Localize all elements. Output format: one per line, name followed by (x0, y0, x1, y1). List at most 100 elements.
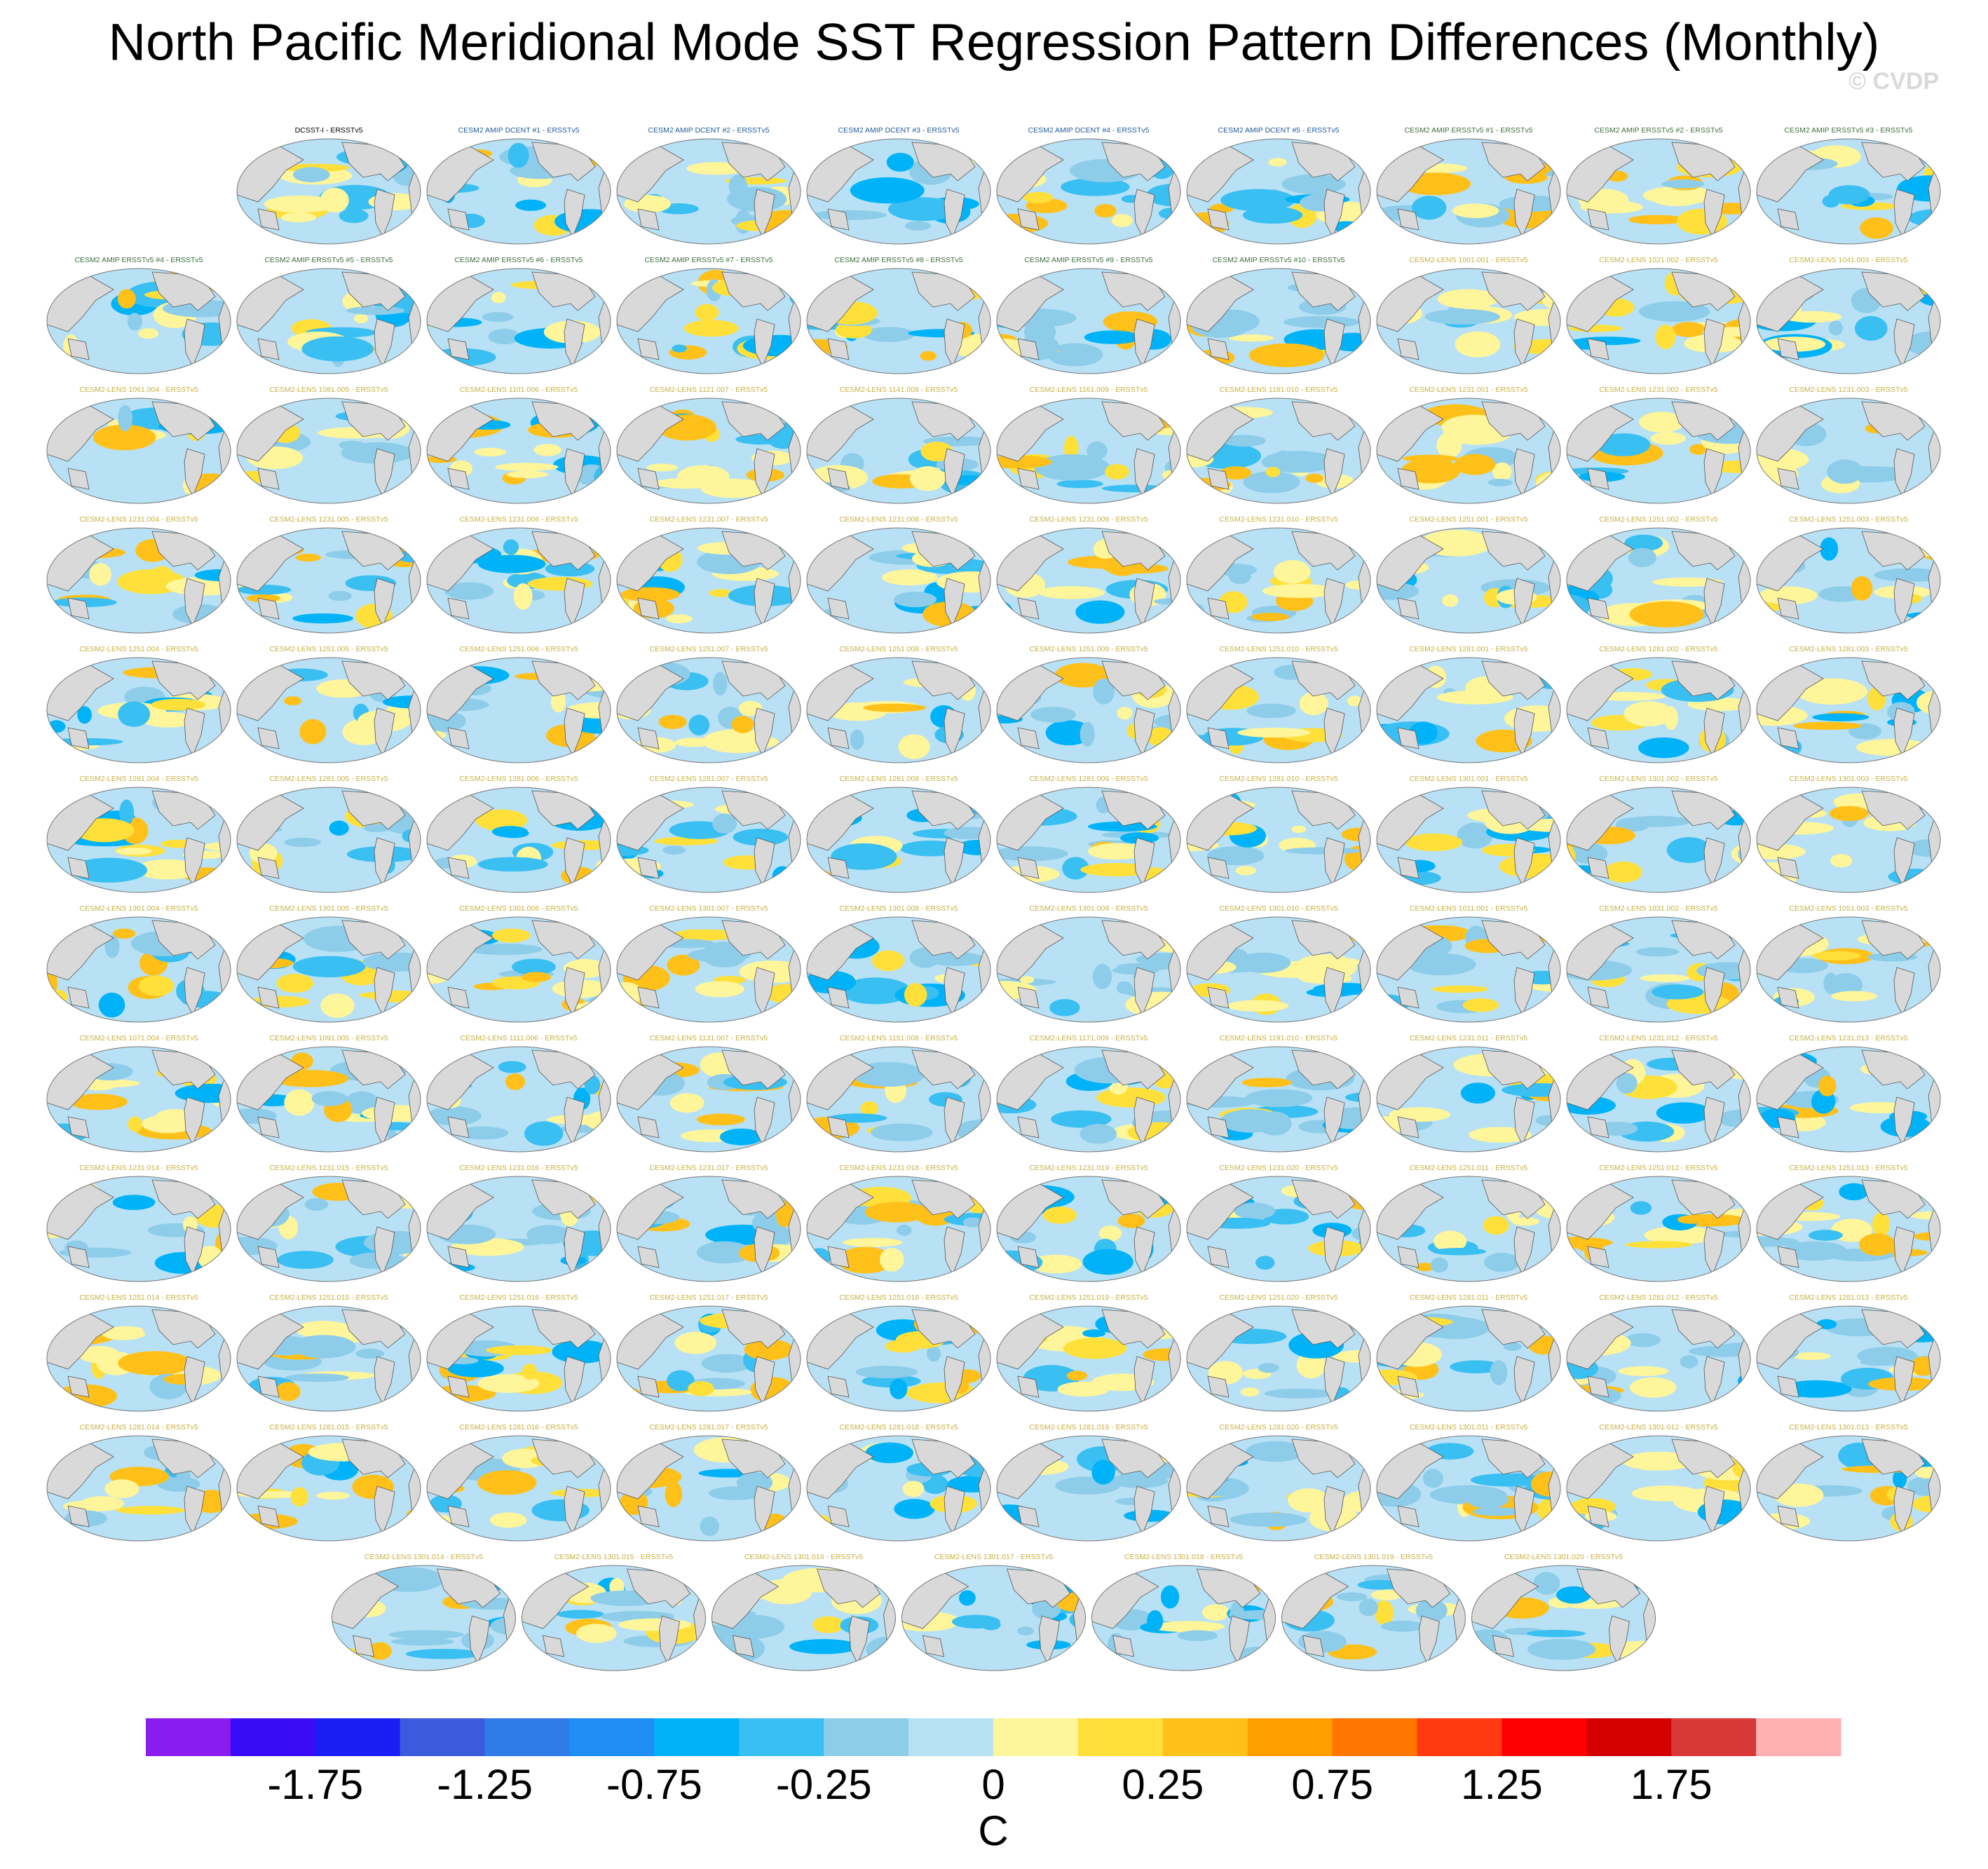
map-panel (616, 268, 801, 374)
map-anomaly (427, 1106, 482, 1126)
panel-title: CESM2-LENS 1281.010 - ERSSTv5 (1219, 775, 1337, 783)
map-border (426, 1046, 611, 1153)
map-anomaly (1082, 1329, 1106, 1338)
map-anomaly (513, 583, 533, 610)
map-panel (1566, 916, 1751, 1023)
map-anomaly (925, 951, 985, 967)
panel-title: CESM2-LENS 1251.004 - ERSSTv5 (79, 645, 198, 653)
map-panel (1186, 916, 1371, 1023)
map-anomaly (1243, 471, 1300, 494)
map-border (806, 1176, 991, 1282)
map-field (427, 1439, 611, 1535)
map-anomaly (855, 1366, 918, 1379)
map-panel (46, 787, 231, 893)
map-anomaly (1623, 701, 1674, 727)
map-anomaly (887, 197, 958, 222)
map-anomaly (1490, 1360, 1508, 1385)
colorbar-box (654, 1718, 740, 1756)
map-field (1757, 660, 1940, 756)
map-border (236, 397, 421, 504)
map-land (1017, 1116, 1040, 1139)
map-land (1397, 857, 1419, 879)
map-panel (1281, 1565, 1466, 1671)
map-anomaly (512, 958, 556, 975)
panel-title: CESM2-LENS 1251.007 - ERSSTv5 (649, 645, 768, 653)
map-anomaly (292, 613, 353, 624)
map-anomaly (1160, 1585, 1180, 1609)
map-land (1587, 338, 1609, 360)
map-panel (1376, 1305, 1561, 1412)
map-land (1587, 1116, 1609, 1139)
map-anomaly (50, 989, 68, 1005)
map-land (67, 727, 90, 749)
map-field (1377, 920, 1560, 1016)
panel-title: CESM2-LENS 1081.005 - ERSSTv5 (269, 386, 388, 394)
map-anomaly (301, 336, 374, 362)
map-anomaly (1030, 1254, 1082, 1274)
map-border (996, 916, 1181, 1023)
map-anomaly (695, 981, 744, 998)
map-anomaly (1336, 1592, 1368, 1602)
map-field (237, 920, 421, 1018)
map-panel (46, 657, 231, 763)
panel-title: CESM2 AMIP ERSSTv5 #9 - ERSSTv5 (1024, 256, 1152, 264)
map-anomaly (920, 441, 953, 462)
panel-title: CESM2-LENS 1111.006 - ERSSTv5 (461, 1034, 578, 1042)
map-anomaly (1034, 454, 1110, 481)
panel-title: CESM2-LENS 1231.005 - ERSSTv5 (269, 515, 388, 524)
map-anomaly (283, 696, 302, 706)
map-anomaly (733, 829, 789, 846)
map-anomaly (997, 846, 1068, 862)
map-anomaly (320, 993, 355, 1018)
map-field (522, 1568, 706, 1664)
map-anomaly (1147, 1610, 1164, 1632)
panel-title: CESM2-LENS 1231.016 - ERSSTv5 (459, 1164, 578, 1172)
map-panel (236, 1305, 421, 1412)
map-land (1397, 338, 1419, 360)
map-anomaly (1484, 1253, 1520, 1272)
map-panel (426, 1435, 611, 1542)
map-panel (46, 1176, 231, 1282)
map-panel (1756, 1046, 1941, 1153)
panel-title: CESM2-LENS 1301.014 - ERSSTv5 (365, 1553, 483, 1561)
map-anomaly (524, 1121, 564, 1146)
map-anomaly (674, 738, 712, 747)
map-anomaly (1084, 330, 1141, 344)
map-land (1777, 857, 1799, 879)
map-anomaly (1047, 343, 1103, 367)
panel-title: CESM2-LENS 1141.008 - ERSSTv5 (840, 386, 958, 394)
map-border (236, 268, 421, 374)
map-land (1017, 857, 1040, 879)
map-border (996, 657, 1181, 763)
map-anomaly (315, 1491, 350, 1500)
map-panel (806, 916, 991, 1023)
map-border (616, 527, 801, 634)
map-anomaly (388, 1630, 464, 1640)
panel-title: CESM2-LENS 1281.011 - ERSSTv5 (1410, 1293, 1528, 1302)
map-land (1397, 1375, 1419, 1398)
map-anomaly (700, 1516, 719, 1537)
map-anomaly (508, 142, 529, 168)
map-anomaly (1116, 963, 1175, 971)
map-anomaly (1245, 1089, 1313, 1108)
map-anomaly (1650, 432, 1686, 445)
map-anomaly (951, 1615, 1000, 1629)
map-anomaly (427, 1514, 453, 1533)
map-anomaly (1258, 1363, 1279, 1373)
map-border (616, 397, 801, 504)
panel-title: CESM2-LENS 1281.018 - ERSSTv5 (839, 1423, 958, 1432)
map-panel (806, 1435, 991, 1542)
colorbar-tick-label: 0 (981, 1761, 1005, 1808)
map-anomaly (886, 153, 914, 172)
map-anomaly (491, 928, 531, 943)
map-border (1091, 1565, 1276, 1671)
map-border (1376, 138, 1561, 245)
map-border (712, 1565, 896, 1671)
map-anomaly (328, 590, 352, 602)
map-border (806, 916, 991, 1023)
map-panel (1756, 657, 1941, 763)
map-border (1471, 1565, 1656, 1671)
map-land (67, 857, 90, 879)
map-land (1587, 208, 1609, 231)
map-anomaly (1281, 174, 1346, 194)
